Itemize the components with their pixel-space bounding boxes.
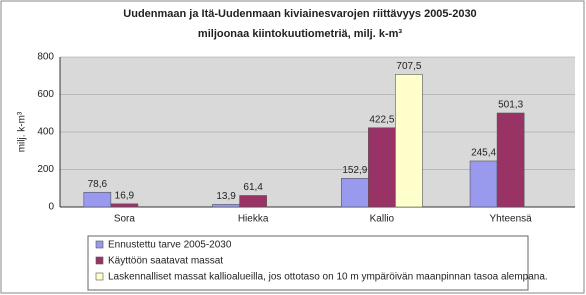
data-label: 61,4 [243, 182, 263, 193]
x-tick-label: Yhteensä [489, 214, 532, 225]
bar [110, 203, 139, 208]
data-label: 13,9 [216, 191, 236, 202]
chart-subtitle: miljoonaa kiintokuutiometriä, milj. k-m³ [198, 28, 402, 40]
legend-swatch [95, 240, 104, 249]
bar [212, 204, 240, 208]
legend-swatch [95, 256, 104, 265]
y-tick-label: 400 [37, 127, 54, 138]
y-axis-label: milj. k-m³ [17, 111, 28, 152]
data-label: 501,3 [498, 100, 523, 111]
y-tick-label: 600 [37, 89, 54, 100]
legend-label: Käyttöön saatavat massat [108, 256, 223, 267]
data-label: 78,6 [88, 179, 108, 190]
bar [395, 74, 423, 208]
legend-label: Laskennalliset massat kallioalueilla, jo… [108, 272, 548, 283]
x-tick-label: Kallio [370, 214, 395, 225]
bar [368, 127, 396, 208]
data-label: 422,5 [369, 114, 394, 125]
bar [469, 160, 498, 208]
data-label: 707,5 [396, 61, 421, 72]
chart-title: Uudenmaan ja Itä-Uudenmaan kiviainesvaro… [123, 8, 476, 20]
legend-swatch [95, 272, 104, 281]
y-tick-label: 800 [37, 52, 54, 63]
bar [496, 112, 525, 208]
bar [83, 191, 112, 208]
data-label: 245,4 [471, 148, 496, 159]
x-tick-label: Hiekka [238, 214, 269, 225]
y-tick-label: 200 [37, 164, 54, 175]
bar [341, 178, 369, 208]
legend [87, 235, 529, 291]
data-label: 152,9 [342, 165, 367, 176]
data-label: 16,9 [115, 190, 135, 201]
x-tick-label: Sora [114, 214, 136, 225]
y-tick-label: 0 [48, 202, 54, 213]
legend-label: Ennustettu tarve 2005-2030 [108, 240, 232, 251]
bar [239, 195, 267, 208]
